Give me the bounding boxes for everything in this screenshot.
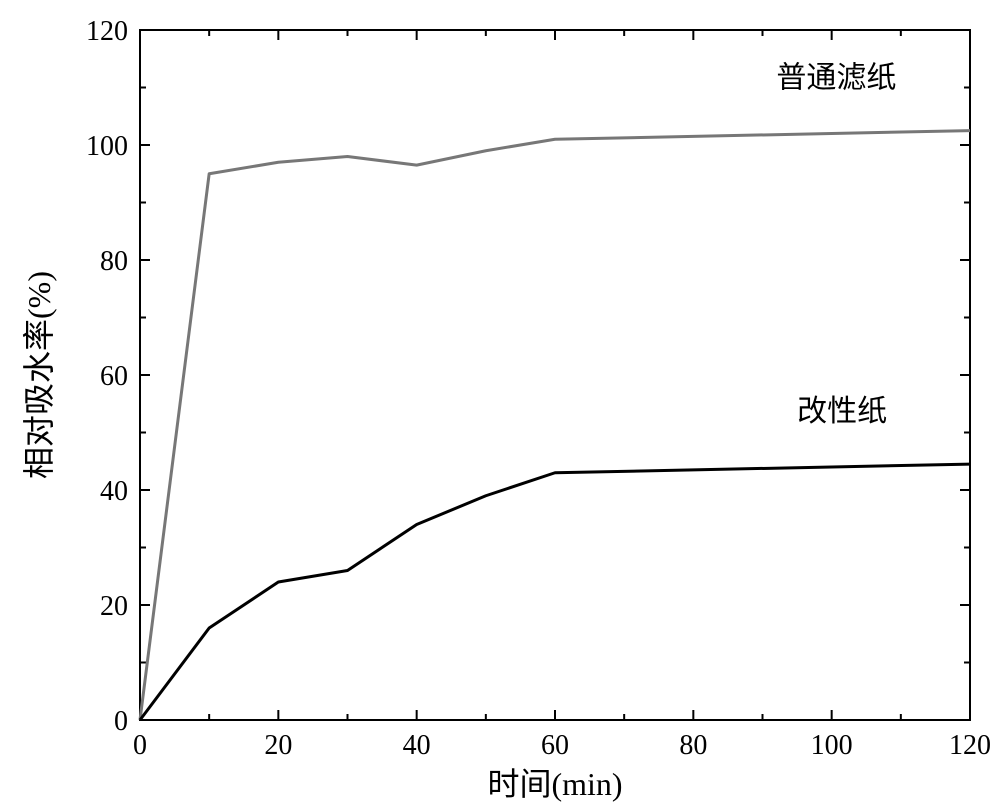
x-tick-label: 40 bbox=[403, 730, 431, 761]
series-label-modified: 改性纸 bbox=[797, 395, 887, 428]
series-line-modified bbox=[140, 464, 970, 720]
y-tick-label: 100 bbox=[86, 131, 128, 162]
x-tick-label: 100 bbox=[811, 730, 853, 761]
x-tick-label: 60 bbox=[541, 730, 569, 761]
x-tick-label: 120 bbox=[949, 730, 991, 761]
x-tick-label: 20 bbox=[264, 730, 292, 761]
y-tick-label: 120 bbox=[86, 16, 128, 47]
y-axis-title: 相对吸水率(%) bbox=[21, 271, 57, 479]
chart-container: 0 20 40 60 80 100 120 0 20 40 60 80 100 120 时间(min) 相对吸… bbox=[0, 0, 1000, 811]
y-tick-label: 20 bbox=[100, 591, 128, 622]
series-label-plain: 普通滤纸 bbox=[776, 62, 896, 95]
x-tick-label: 0 bbox=[133, 730, 147, 761]
y-tick-label: 60 bbox=[100, 361, 128, 392]
x-axis-title: 时间(min) bbox=[487, 766, 622, 802]
y-tick-label: 40 bbox=[100, 476, 128, 507]
y-tick-label: 80 bbox=[100, 246, 128, 277]
y-tick-label: 0 bbox=[114, 706, 128, 737]
x-tick-label: 80 bbox=[679, 730, 707, 761]
line-chart: 0 20 40 60 80 100 120 0 20 40 60 80 100 120 时间(min) 相对吸… bbox=[0, 0, 1000, 811]
